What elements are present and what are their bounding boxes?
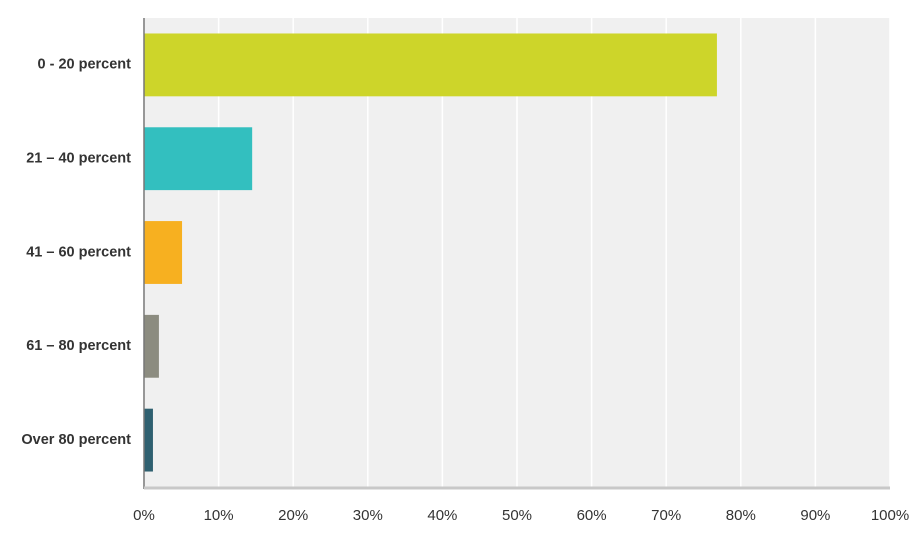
x-tick-label: 80%: [726, 507, 756, 524]
x-tick-label: 100%: [871, 507, 909, 524]
x-tick-label: 40%: [427, 507, 457, 524]
bar: [144, 33, 717, 97]
x-tick-label: 50%: [502, 507, 532, 524]
y-tick-label: 0 - 20 percent: [38, 57, 132, 73]
y-tick-label: 21 – 40 percent: [26, 151, 131, 167]
bar: [144, 221, 183, 284]
x-tick-label: 90%: [800, 507, 830, 524]
x-tick-label: 60%: [577, 507, 607, 524]
x-tick-label: 10%: [204, 507, 234, 524]
bar: [144, 127, 253, 191]
bar: [144, 314, 159, 378]
x-tick-label: 30%: [353, 507, 383, 524]
y-tick-label: Over 80 percent: [21, 432, 131, 448]
y-tick-label: 61 – 80 percent: [26, 338, 131, 354]
x-tick-label: 70%: [651, 507, 681, 524]
x-tick-label: 0%: [133, 507, 155, 524]
bar: [144, 408, 153, 472]
y-tick-label: 41 – 60 percent: [26, 244, 131, 260]
x-tick-label: 20%: [278, 507, 308, 524]
